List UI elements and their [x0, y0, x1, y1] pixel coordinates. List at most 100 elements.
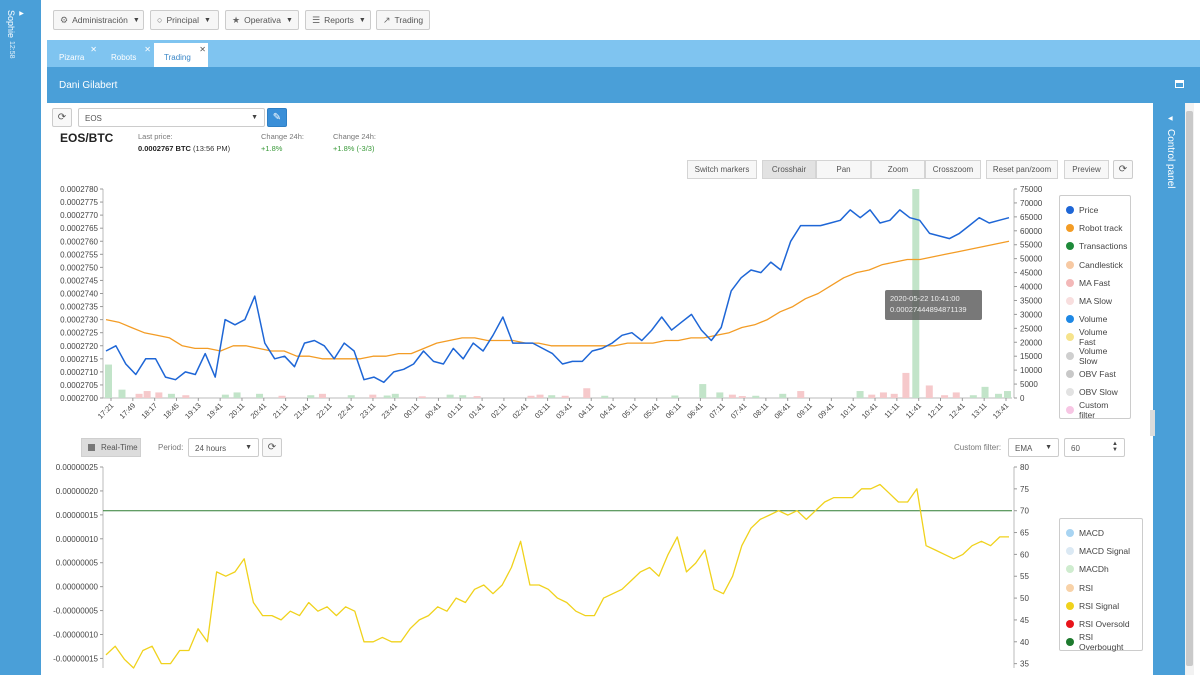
- x-tick-label: 09:41: [816, 401, 836, 421]
- preview-button[interactable]: Preview: [1064, 160, 1109, 179]
- legend-item-obv-slow[interactable]: OBV Slow: [1066, 383, 1124, 401]
- menu-administracion[interactable]: ⚙ Administración ▼: [53, 10, 144, 30]
- legend-item-obv-fast[interactable]: OBV Fast: [1066, 365, 1124, 383]
- legend-item-ma-fast[interactable]: MA Fast: [1066, 274, 1124, 292]
- legend-label: Volume Fast: [1079, 327, 1108, 348]
- volume-bar: [383, 395, 391, 398]
- crosszoom-button[interactable]: Crosszoom: [925, 160, 981, 179]
- tab-trading[interactable]: Trading ✕: [154, 43, 208, 67]
- y-tick-label: 0.0002705: [60, 381, 98, 390]
- last-price-value: 0.0002767 BTC: [138, 144, 191, 153]
- legend-item-robot-track[interactable]: Robot track: [1066, 219, 1124, 237]
- edit-button[interactable]: ✎: [267, 108, 287, 127]
- legend-dot-icon: [1066, 242, 1074, 251]
- legend-item-rsi-signal[interactable]: RSI Signal: [1066, 597, 1136, 615]
- y-tick-label: 0.0002780: [60, 185, 98, 194]
- switch-markers-button[interactable]: Switch markers: [687, 160, 757, 179]
- gear-icon: ⚙: [60, 14, 69, 25]
- realtime-toggle[interactable]: Real-Time: [81, 438, 141, 457]
- control-panel-label: Control panel: [1165, 129, 1176, 189]
- reset-pan-zoom-button[interactable]: Reset pan/zoom: [986, 160, 1058, 179]
- legend-item-rsi-oversold[interactable]: RSI Oversold: [1066, 615, 1136, 633]
- volume-bar: [699, 384, 707, 398]
- volume-bar: [318, 393, 326, 398]
- y-tick-label: -0.00000005: [53, 607, 98, 616]
- legend-item-transactions[interactable]: Transactions: [1066, 237, 1127, 255]
- price-chart-legend: Price Robot track Transactions Candlestick M…: [1059, 195, 1131, 420]
- scrollbar[interactable]: [1185, 103, 1194, 675]
- y-tick-label: 0.00000005: [56, 559, 99, 568]
- menu-principal[interactable]: ○ Principal ▼: [150, 10, 219, 30]
- legend-item-ma-slow[interactable]: MA Slow: [1066, 292, 1124, 310]
- chart-refresh-button[interactable]: ⟳: [1113, 160, 1133, 179]
- x-tick-label: 08:41: [772, 401, 792, 421]
- tab-robots[interactable]: Robots ✕: [101, 43, 153, 67]
- user-time: 12:58: [8, 40, 15, 59]
- y-tick-label: 0.0002735: [60, 303, 98, 312]
- crosshair-button[interactable]: Crosshair: [762, 160, 816, 179]
- y2-tick-label: 70000: [1020, 199, 1043, 208]
- symbol-select[interactable]: EOS ▼: [78, 108, 265, 127]
- menu-label: Principal: [166, 15, 200, 25]
- legend-item-rsi[interactable]: RSI: [1066, 579, 1136, 597]
- menu-label: Trading: [394, 15, 424, 25]
- volume-bar: [155, 392, 163, 398]
- y2-tick-label: 25000: [1020, 324, 1043, 333]
- legend-item-candlestick[interactable]: Candlestick: [1066, 256, 1124, 274]
- y-tick-label: 0.0002700: [60, 394, 98, 403]
- x-tick-label: 05:11: [620, 401, 639, 420]
- y2-tick-label: 65: [1020, 529, 1029, 538]
- y-tick-label: 0.0002710: [60, 368, 98, 377]
- volume-bar: [143, 391, 151, 398]
- change-count-stat: Change 24h: +1.8% (-3/3): [333, 132, 376, 153]
- y-tick-label: 0.0002740: [60, 290, 98, 299]
- change-value: +1.8% (-3/3): [333, 144, 375, 153]
- x-tick-label: 04:41: [598, 401, 618, 421]
- legend-label: Robot track: [1079, 223, 1123, 234]
- legend-label: OBV Fast: [1079, 368, 1116, 379]
- user-menu[interactable]: ▶ Sophie 12:58: [6, 10, 26, 58]
- legend-item-macd-signal[interactable]: MACD Signal: [1066, 542, 1136, 560]
- period-refresh-button[interactable]: ⟳: [262, 438, 282, 457]
- left-sidebar: ▶ Sophie 12:58: [0, 0, 41, 675]
- legend-item-macdh[interactable]: MACDh: [1066, 560, 1136, 578]
- window-icon[interactable]: [1175, 80, 1184, 88]
- y-tick-label: 0.0002755: [60, 250, 98, 259]
- x-tick-label: 21:41: [292, 401, 312, 421]
- line-chart-icon: ↗: [383, 14, 391, 25]
- legend-item-volume-slow[interactable]: Volume Slow: [1066, 346, 1124, 366]
- close-icon[interactable]: ✕: [199, 45, 206, 54]
- volume-bar: [969, 395, 977, 398]
- legend-dot-icon: [1066, 638, 1074, 647]
- legend-item-rsi-overbought[interactable]: RSI Overbought: [1066, 632, 1136, 652]
- close-icon[interactable]: ✕: [90, 45, 97, 54]
- volume-bar: [856, 391, 864, 398]
- menu-operativa[interactable]: ★ Operativa ▼: [225, 10, 299, 30]
- pan-button[interactable]: Pan: [816, 160, 871, 179]
- scrollbar-thumb[interactable]: [1186, 111, 1193, 666]
- legend-item-macd[interactable]: MACD: [1066, 524, 1136, 542]
- menu-trading[interactable]: ↗ Trading: [376, 10, 430, 30]
- panel-resize-handle[interactable]: [1150, 410, 1155, 436]
- period-select[interactable]: 24 hours ▼: [188, 438, 259, 457]
- tab-bar: Pizarra ✕ Robots ✕ Trading ✕: [47, 40, 1200, 67]
- refresh-button[interactable]: ⟳: [52, 108, 72, 127]
- legend-item-volume-fast[interactable]: Volume Fast: [1066, 327, 1124, 348]
- zoom-button[interactable]: Zoom: [871, 160, 925, 179]
- menu-reports[interactable]: ☰ Reports ▼: [305, 10, 371, 30]
- legend-dot-icon: [1066, 333, 1074, 342]
- filter-value-input[interactable]: 60 ▲ ▼: [1064, 438, 1125, 457]
- y-tick-label: 0.0002770: [60, 211, 98, 220]
- tab-pizarra[interactable]: Pizarra ✕: [49, 43, 99, 67]
- close-icon[interactable]: ✕: [144, 45, 151, 54]
- filter-type-select[interactable]: EMA ▼: [1008, 438, 1059, 457]
- volume-bar: [561, 395, 569, 398]
- stepper-icon[interactable]: ▲ ▼: [1112, 441, 1118, 453]
- legend-item-custom-filter[interactable]: Custom filter: [1066, 400, 1124, 420]
- legend-dot-icon: [1066, 565, 1074, 574]
- tab-label: Pizarra: [59, 53, 85, 62]
- legend-item-volume[interactable]: Volume: [1066, 310, 1124, 328]
- y-tick-label: 0.0002730: [60, 316, 98, 325]
- legend-item-price[interactable]: Price: [1066, 201, 1124, 219]
